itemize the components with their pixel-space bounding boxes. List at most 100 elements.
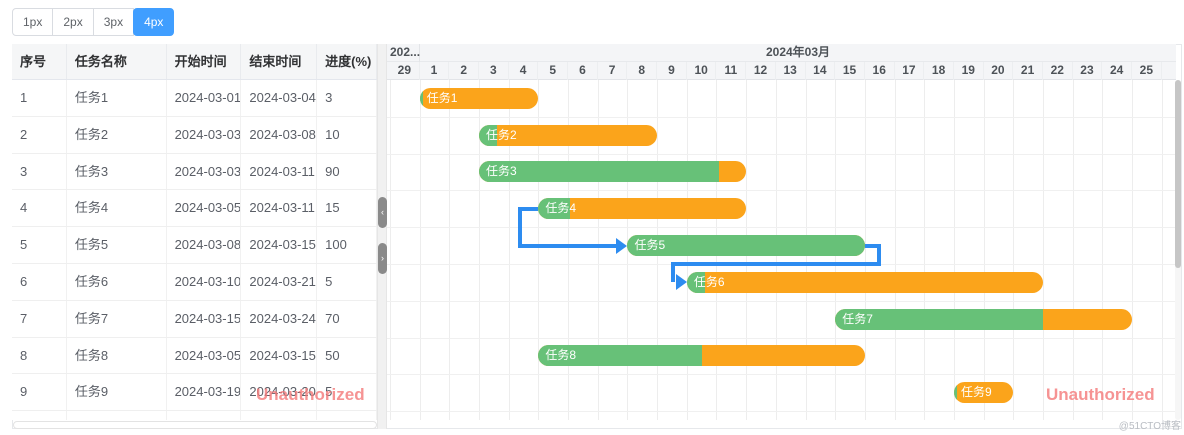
table-header-cell: 序号	[12, 44, 67, 79]
task-bar-progress	[835, 308, 1043, 330]
timeline-day-cell: 3	[479, 62, 509, 80]
table-cell: 2024-03-19	[167, 374, 242, 411]
table-cell: 任务4	[67, 190, 167, 227]
task-bar-label: 任务6	[693, 274, 725, 289]
timeline-day-cell: 21	[1013, 62, 1043, 80]
table-cell: 5	[317, 263, 377, 300]
line-width-button-4px[interactable]: 4px	[133, 8, 175, 36]
vertical-scrollbar[interactable]	[1175, 80, 1181, 420]
timeline-day-cell: 22	[1043, 62, 1073, 80]
line-width-button-group: 1px 2px 3px 4px	[12, 8, 175, 36]
timeline-day-cell: 5	[538, 62, 569, 80]
timeline-month-row: 202... 2024年03月	[387, 44, 1176, 62]
line-width-button-3px[interactable]: 3px	[92, 8, 135, 36]
task-bar-9[interactable]: 任务9	[953, 382, 1014, 404]
table-header-cell: 任务名称	[67, 44, 167, 79]
table-cell: 2024-03-03	[167, 153, 242, 190]
line-width-button-1px[interactable]: 1px	[12, 8, 54, 36]
table-cell: 任务2	[67, 116, 167, 153]
table-row[interactable]: 8 任务8 2024-03-05 2024-03-15 50	[12, 337, 377, 375]
table-cell: 2024-03-04	[241, 80, 318, 116]
task-bar-label: 任务4	[545, 201, 577, 216]
vertical-scrollbar-thumb[interactable]	[1175, 80, 1181, 268]
grid-column-line	[924, 80, 926, 420]
table-row[interactable]: 1 任务1 2024-03-01 2024-03-04 3	[12, 80, 377, 117]
table-row[interactable]: 2 任务2 2024-03-03 2024-03-08 10	[12, 116, 377, 154]
horizontal-scrollbar[interactable]	[13, 421, 377, 429]
task-bar-2[interactable]: 任务2	[479, 124, 658, 146]
table-cell: 2	[12, 116, 67, 153]
dependency-arrowhead-icon	[616, 237, 628, 254]
task-bar-4[interactable]: 任务4	[538, 198, 747, 220]
table-row[interactable]: 5 任务5 2024-03-08 2024-03-15 100	[12, 227, 377, 264]
table-cell: 2024-03-08	[167, 227, 242, 263]
task-bar-6[interactable]: 任务6	[686, 271, 1043, 293]
dependency-line-segment	[518, 206, 523, 248]
grid-column-line	[1161, 80, 1163, 420]
task-bar-3[interactable]: 任务3	[479, 161, 747, 183]
grid-column-line	[419, 80, 421, 420]
grid-column-line	[864, 80, 866, 420]
task-bar-7[interactable]: 任务7	[835, 308, 1133, 330]
table-header-cell: 结束时间	[241, 44, 318, 79]
grid-row-line	[387, 227, 1176, 229]
table-cell: 任务9	[67, 374, 167, 411]
grid-column-line	[597, 80, 599, 420]
timeline-day-cell: 9	[657, 62, 687, 80]
dependency-line-segment	[518, 243, 618, 248]
timeline-day-cell: 4	[509, 62, 539, 80]
timeline-day-cell: 18	[924, 62, 954, 80]
table-cell: 5	[317, 374, 377, 411]
timeline-day-cell: 17	[895, 62, 925, 80]
table-cell: 2024-03-21	[241, 263, 318, 300]
task-bar-1[interactable]: 任务1	[419, 87, 539, 109]
splitter-collapse-left-button[interactable]: ‹	[378, 197, 387, 228]
table-row[interactable]: 9 任务9 2024-03-19 2024-03-20 5	[12, 374, 377, 412]
task-bar-progress	[479, 161, 720, 183]
grid-row-line	[387, 337, 1176, 339]
grid-column-line	[568, 80, 570, 420]
task-bar-progress	[686, 271, 705, 293]
dependency-line-segment	[518, 206, 539, 211]
table-row[interactable]: 6 任务6 2024-03-10 2024-03-21 5	[12, 263, 377, 301]
table-cell: 9	[12, 374, 67, 411]
timeline-day-cell: 7	[598, 62, 628, 80]
table-row[interactable]: 4 任务4 2024-03-05 2024-03-11 15	[12, 190, 377, 228]
grid-column-line	[479, 80, 481, 420]
grid-column-line	[1132, 80, 1133, 420]
table-cell: 15	[317, 190, 377, 227]
grid-column-line	[449, 80, 451, 420]
timeline-day-cell: 10	[687, 62, 717, 80]
task-bar-label: 任务8	[545, 348, 577, 363]
table-cell: 2024-03-01	[167, 80, 242, 116]
task-bar-8[interactable]: 任务8	[538, 345, 865, 367]
splitter[interactable]	[377, 44, 387, 429]
splitter-collapse-right-button[interactable]: ›	[378, 243, 387, 274]
table-cell: 2024-03-05	[167, 190, 242, 227]
table-cell	[167, 411, 242, 420]
table-cell: 任务1	[67, 80, 167, 116]
grid-row-line	[387, 300, 1176, 302]
table-row[interactable]: 7 任务7 2024-03-15 2024-03-24 70	[12, 300, 377, 338]
timeline-day-cell: 14	[806, 62, 836, 80]
timeline-day-cell: 29	[390, 62, 420, 80]
grid-row-line	[387, 116, 1176, 118]
timeline-day-cell: 6	[568, 62, 598, 80]
table-cell	[317, 411, 377, 420]
task-bar-label: 任务2	[486, 127, 517, 142]
task-bar-progress	[479, 124, 497, 146]
table-cell: 3	[317, 80, 377, 116]
task-bar-progress	[538, 198, 570, 220]
timeline-day-cell: 11	[716, 62, 747, 80]
table-cell: 4	[12, 190, 67, 227]
table-row[interactable]: 3 任务3 2024-03-03 2024-03-11 90	[12, 153, 377, 191]
grid-column-line	[390, 80, 391, 420]
line-width-button-2px[interactable]: 2px	[52, 8, 94, 36]
table-cell: 2024-03-10	[167, 263, 242, 300]
timeline-day-cell: 25	[1132, 62, 1162, 80]
timeline-day-cell: 1	[420, 62, 450, 80]
table-cell	[67, 411, 167, 420]
table-cell: 2024-03-08	[241, 116, 318, 153]
task-bar-5[interactable]: 任务5	[627, 234, 865, 256]
